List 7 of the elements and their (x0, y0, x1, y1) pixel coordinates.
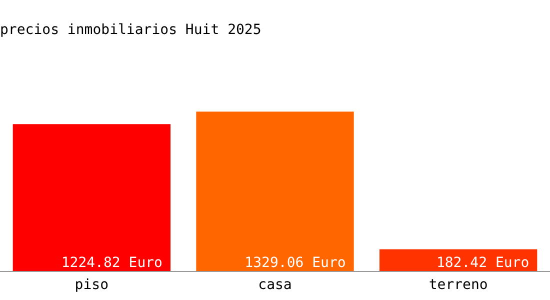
data-label: 1329.06 Euro (244, 254, 346, 271)
x-tick-label: piso (74, 277, 109, 294)
data-label: 1224.82 Euro (61, 254, 162, 271)
x-tick-label: casa (258, 277, 292, 294)
data-label: 182.42 Euro (436, 254, 530, 271)
x-tick-label: terreno (428, 277, 488, 294)
chart-title: precios inmobiliarios Huit 2025 (0, 22, 262, 38)
